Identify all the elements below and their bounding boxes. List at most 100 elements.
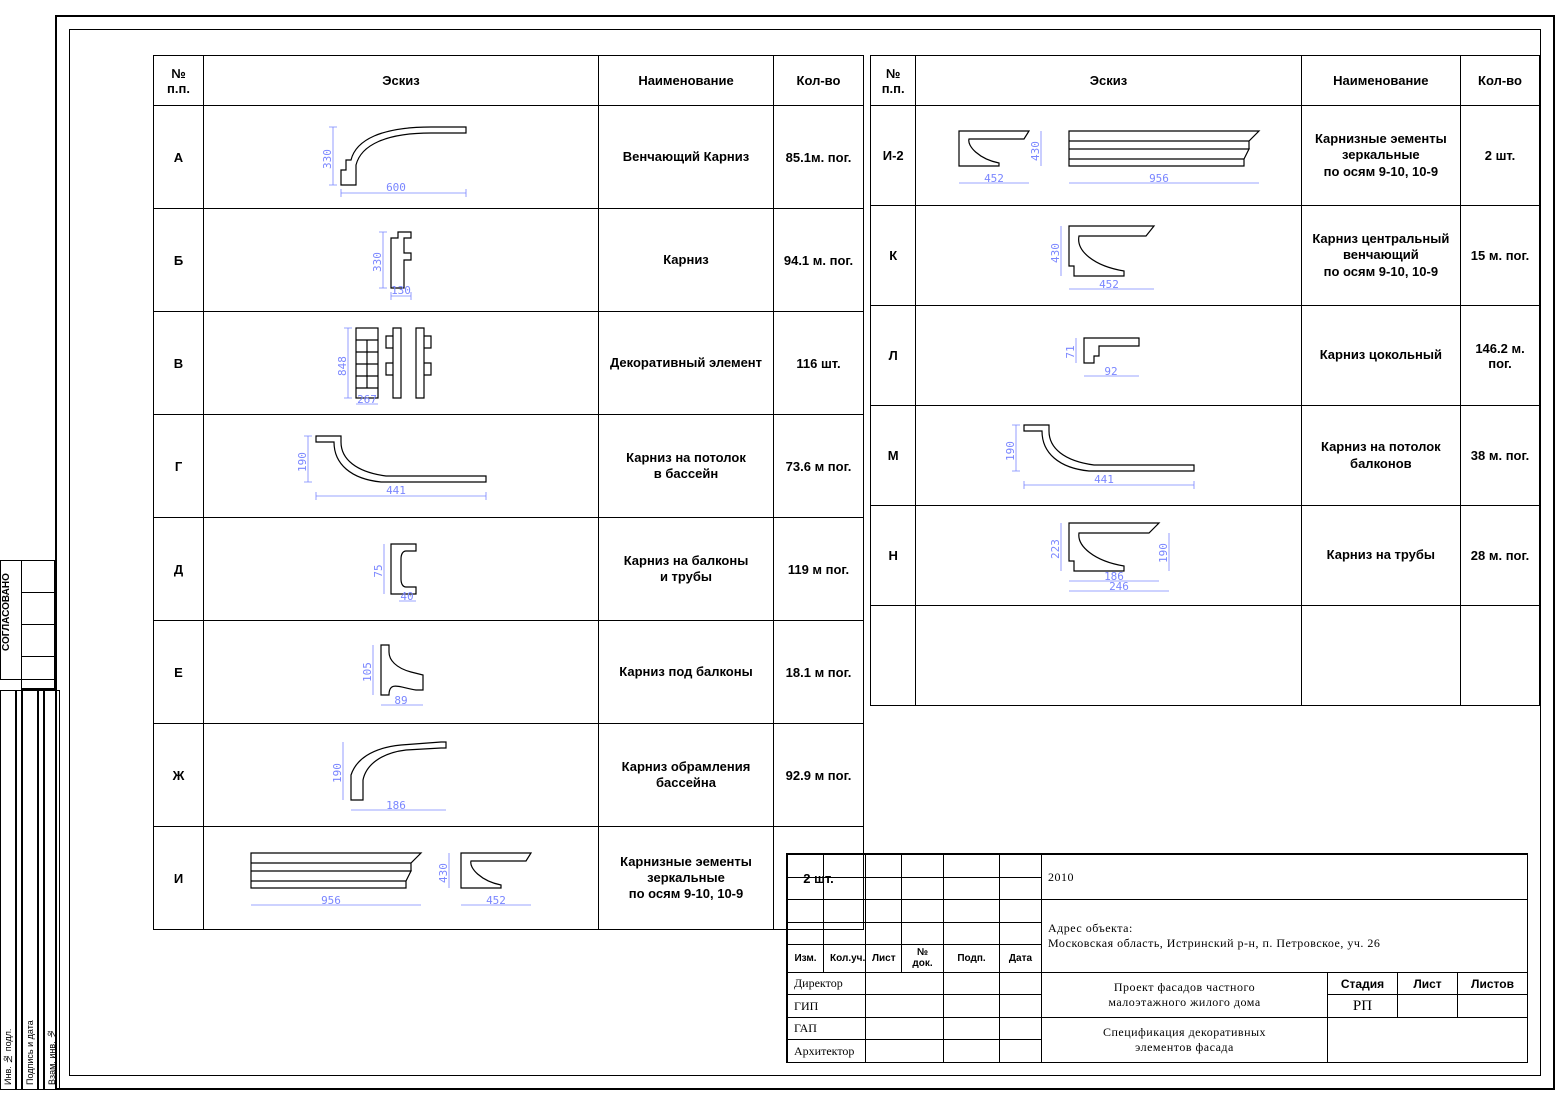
svg-text:190: 190 — [1004, 441, 1017, 461]
svg-text:441: 441 — [1094, 473, 1114, 486]
table-row: И-2 452 956 430 Карнизные эементызеркаль… — [871, 106, 1540, 206]
rev-h-4: Подп. — [944, 945, 1000, 973]
cell-idx: Л — [871, 306, 916, 406]
cell-idx: Б — [154, 209, 204, 312]
cell-sketch: 186 246 223 190 — [916, 506, 1301, 606]
header-sketch: Эскиз — [204, 56, 599, 106]
tb-sheets-h: Листов — [1458, 972, 1528, 995]
svg-text:452: 452 — [1099, 278, 1119, 291]
header-qty: Кол-во — [774, 56, 864, 106]
rev-h-2: Лист — [866, 945, 902, 973]
svg-text:246: 246 — [1109, 580, 1129, 593]
cell-qty: 73.6 м пог. — [774, 415, 864, 518]
cell-qty: 92.9 м пог. — [774, 724, 864, 827]
svg-text:89: 89 — [394, 694, 407, 707]
side-stubs: Инв. № подл. Подпись и дата Взам. инв. № — [0, 690, 55, 1090]
cell-sketch: 40 75 — [204, 518, 599, 621]
spec-table-right: №п.п. Эскиз Наименование Кол-во И-2 452 … — [870, 55, 1540, 706]
tb-sheet-title: Спецификация декоративныхэлементов фасад… — [1042, 1017, 1328, 1062]
cell-sketch: 130 330 — [204, 209, 599, 312]
cell-name: Карниз цокольный — [1301, 306, 1460, 406]
cell-qty: 119 м пог. — [774, 518, 864, 621]
cell-idx: К — [871, 206, 916, 306]
svg-text:190: 190 — [1157, 543, 1170, 563]
cell-qty: 18.1 м пог. — [774, 621, 864, 724]
svg-text:956: 956 — [321, 894, 341, 907]
cell-sketch: 848 267 — [204, 312, 599, 415]
svg-text:330: 330 — [371, 252, 384, 272]
cell-idx: Е — [154, 621, 204, 724]
table-row: Д 40 75 Карниз на балконыи трубы 119 м п… — [154, 518, 864, 621]
svg-text:430: 430 — [437, 863, 450, 883]
rev-h-0: Изм. — [788, 945, 824, 973]
cell-idx: Г — [154, 415, 204, 518]
cell-name: Венчающий Карниз — [599, 106, 774, 209]
cell-sketch: 186 190 — [204, 724, 599, 827]
cell-name — [1301, 606, 1460, 706]
drawing-frame-inner: №п.п. Эскиз Наименование Кол-во А 600 33… — [69, 29, 1541, 1076]
side-podpis: Подпись и дата — [22, 690, 38, 1090]
svg-text:40: 40 — [400, 590, 413, 603]
svg-text:956: 956 — [1149, 172, 1169, 185]
svg-text:330: 330 — [321, 149, 334, 169]
cell-qty — [1461, 606, 1540, 706]
cell-name: Карниз центральныйвенчающийпо осям 9-10,… — [1301, 206, 1460, 306]
svg-text:190: 190 — [296, 452, 309, 472]
table-header-row: №п.п. Эскиз Наименование Кол-во — [154, 56, 864, 106]
cell-qty: 94.1 м. пог. — [774, 209, 864, 312]
svg-text:92: 92 — [1104, 365, 1117, 378]
cell-sketch: 441 190 — [204, 415, 599, 518]
svg-text:430: 430 — [1029, 141, 1042, 161]
cell-idx: И — [154, 827, 204, 930]
svg-text:848: 848 — [336, 356, 349, 376]
svg-text:130: 130 — [391, 284, 411, 297]
svg-text:267: 267 — [357, 393, 377, 406]
cell-idx: В — [154, 312, 204, 415]
tb-sheet-h: Лист — [1398, 972, 1458, 995]
svg-text:223: 223 — [1049, 539, 1062, 559]
table-row: Г 441 190 Карниз на потолокв бассейн 73.… — [154, 415, 864, 518]
cell-idx: А — [154, 106, 204, 209]
table-header-row: №п.п. Эскиз Наименование Кол-во — [871, 56, 1540, 106]
role-2: ГАП — [788, 1017, 866, 1040]
table-row: Л 92 71 Карниз цокольный 146.2 м. пог. — [871, 306, 1540, 406]
cell-name: Декоративный элемент — [599, 312, 774, 415]
table-row: Е 89 105 Карниз под балконы 18.1 м пог. — [154, 621, 864, 724]
table-row: М 441 190 Карниз на потолокбалконов 38 м… — [871, 406, 1540, 506]
tb-project: Проект фасадов частногомалоэтажного жило… — [1042, 972, 1328, 1017]
table-row: И 956 452 430 Карнизные эементызеркальны… — [154, 827, 864, 930]
cell-sketch: 600 330 — [204, 106, 599, 209]
role-1: ГИП — [788, 995, 866, 1018]
cell-qty: 146.2 м. пог. — [1461, 306, 1540, 406]
table-row — [871, 606, 1540, 706]
title-block: 2010 Адрес объекта: Московская область, … — [786, 853, 1528, 1063]
table-row: К 452 430 Карниз центральныйвенчающийпо … — [871, 206, 1540, 306]
svg-text:600: 600 — [386, 181, 406, 194]
cell-name: Карниз обрамлениябассейна — [599, 724, 774, 827]
header-idx: №п.п. — [154, 56, 204, 106]
tb-stage-h: Стадия — [1328, 972, 1398, 995]
cell-idx: Д — [154, 518, 204, 621]
svg-text:186: 186 — [386, 799, 406, 812]
cell-qty: 116 шт. — [774, 312, 864, 415]
cell-idx: Н — [871, 506, 916, 606]
svg-text:430: 430 — [1049, 243, 1062, 263]
header-name: Наименование — [1301, 56, 1460, 106]
svg-text:75: 75 — [372, 564, 385, 577]
header-sketch: Эскиз — [916, 56, 1301, 106]
side-vzam: Взам. инв. № — [44, 690, 60, 1090]
side-grid — [21, 560, 55, 690]
cell-name: Карниз на трубы — [1301, 506, 1460, 606]
table-row: В 848 267 Декоративный элемент 116 шт. — [154, 312, 864, 415]
rev-h-5: Дата — [1000, 945, 1042, 973]
svg-text:190: 190 — [331, 763, 344, 783]
header-name: Наименование — [599, 56, 774, 106]
cell-name: Карниз — [599, 209, 774, 312]
cell-name: Карниз под балконы — [599, 621, 774, 724]
table-row: Ж 186 190 Карниз обрамлениябассейна 92.9… — [154, 724, 864, 827]
cell-sketch: 452 956 430 — [916, 106, 1301, 206]
cell-idx: М — [871, 406, 916, 506]
role-3: Архитектор — [788, 1040, 866, 1063]
cell-sketch: 441 190 — [916, 406, 1301, 506]
spec-table-left: №п.п. Эскиз Наименование Кол-во А 600 33… — [153, 55, 864, 930]
